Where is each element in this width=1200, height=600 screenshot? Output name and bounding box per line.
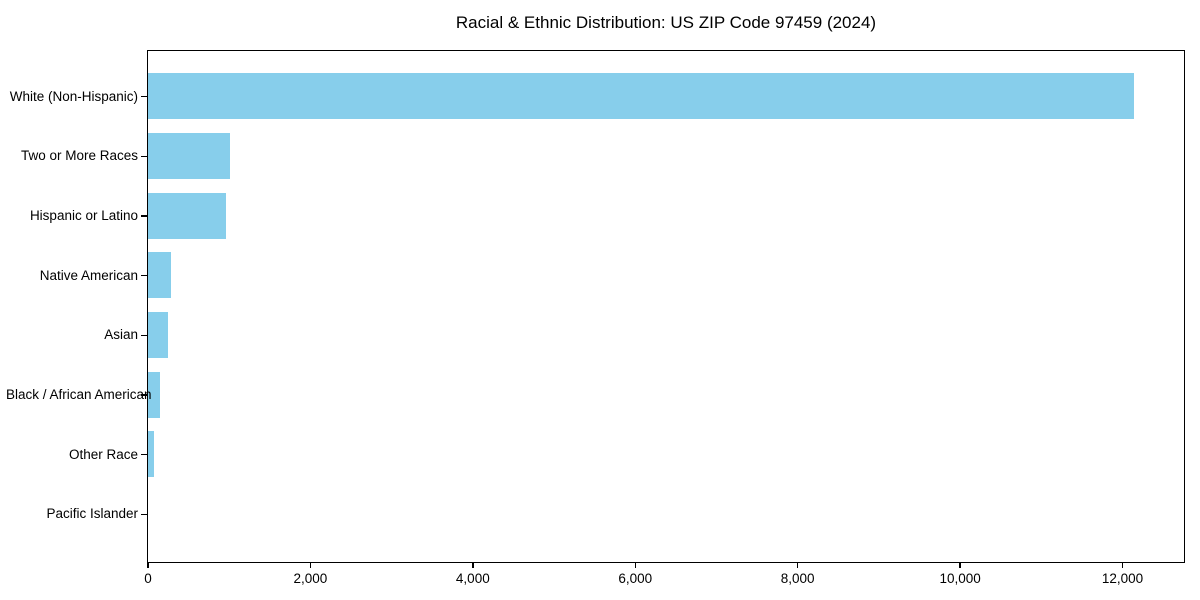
x-tick-mark	[147, 562, 149, 568]
y-tick-label: Asian	[104, 327, 138, 343]
x-tick-mark	[959, 562, 961, 568]
bar	[147, 371, 161, 418]
x-tick-mark	[1121, 562, 1124, 568]
bar	[147, 431, 154, 478]
y-tick-mark	[140, 334, 147, 337]
plot-area	[146, 49, 1185, 563]
x-tick-label: 0	[144, 571, 152, 586]
x-tick-label: 8,000	[780, 571, 815, 586]
y-tick-label: Two or More Races	[20, 148, 138, 164]
x-tick-label: 6,000	[618, 571, 653, 586]
x-tick-mark	[472, 562, 474, 568]
y-tick-mark	[140, 394, 147, 396]
x-tick-label: 12,000	[1101, 571, 1144, 586]
y-tick-mark	[140, 155, 147, 158]
x-tick-mark	[634, 562, 636, 568]
bar	[147, 73, 1135, 120]
y-tick-label: Hispanic or Latino	[29, 208, 138, 224]
y-tick-mark	[140, 95, 147, 98]
y-tick-label: Other Race	[68, 446, 138, 462]
bar	[147, 132, 230, 179]
y-tick-mark	[140, 513, 147, 516]
x-tick-label: 4,000	[455, 571, 490, 586]
x-tick-label: 2,000	[293, 571, 328, 586]
bar	[147, 252, 172, 299]
y-tick-label: Black / African American	[6, 387, 152, 402]
bar	[147, 311, 168, 358]
y-tick-label: Pacific Islander	[46, 506, 138, 522]
y-tick-label: White (Non-Hispanic)	[9, 88, 138, 104]
y-tick-label: Native American	[39, 267, 138, 283]
y-tick-mark	[140, 274, 147, 277]
chart-title: Racial & Ethnic Distribution: US ZIP Cod…	[455, 13, 877, 32]
bar	[147, 192, 226, 239]
x-tick-label: 10,000	[939, 571, 981, 586]
x-tick-mark	[796, 562, 799, 568]
y-tick-mark	[140, 215, 147, 217]
y-tick-mark	[140, 453, 147, 456]
x-tick-mark	[309, 562, 312, 568]
